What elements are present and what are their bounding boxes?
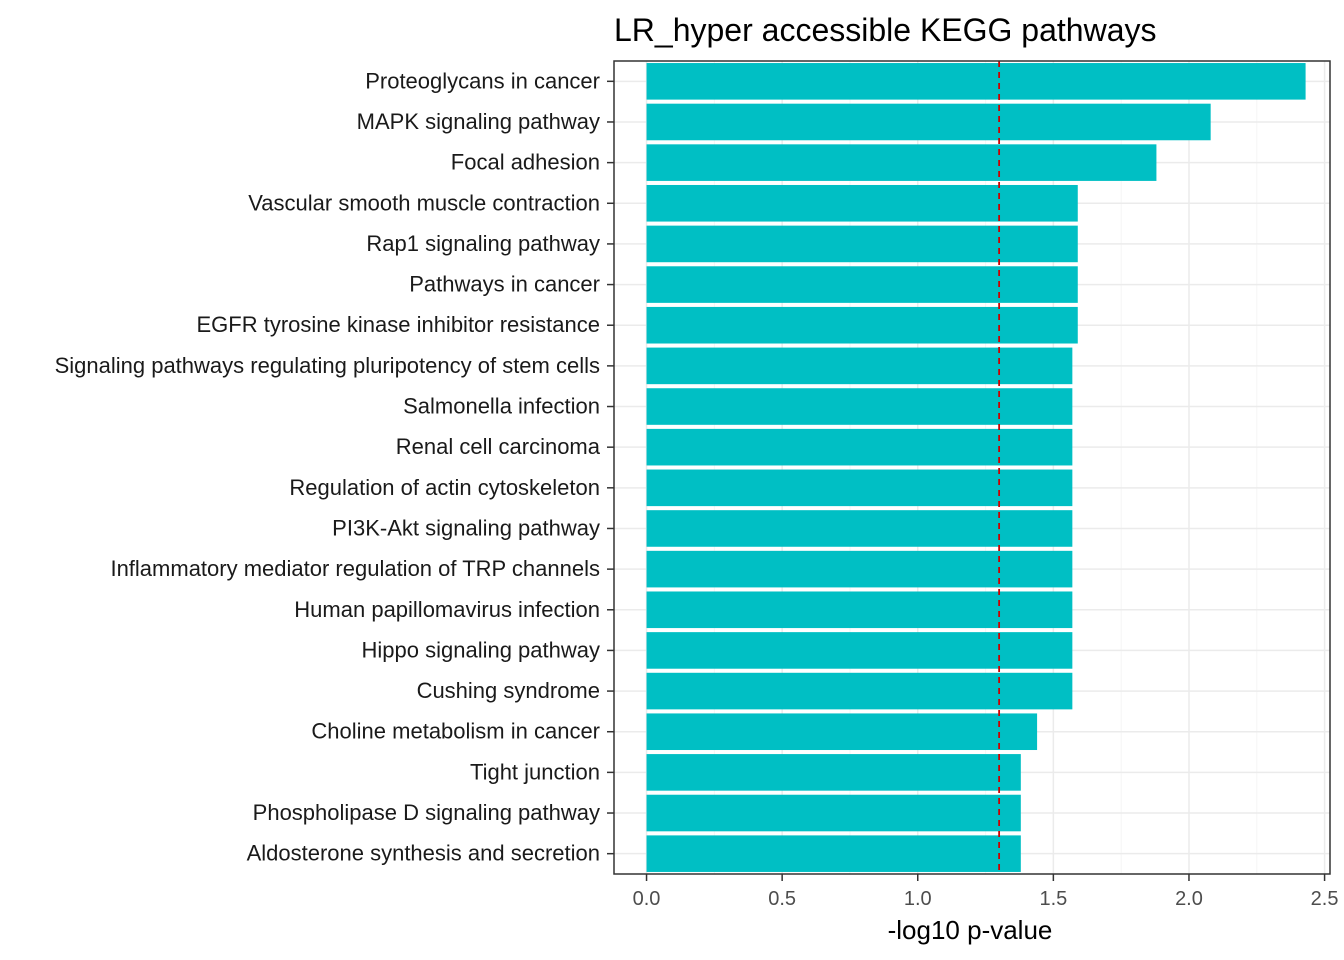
bar bbox=[646, 510, 1073, 547]
x-tick-label: 1.5 bbox=[1039, 888, 1067, 910]
bars bbox=[646, 63, 1306, 872]
y-tick-label: EGFR tyrosine kinase inhibitor resistanc… bbox=[197, 312, 601, 337]
y-tick-label: Cushing syndrome bbox=[417, 678, 600, 703]
y-tick-label: Phospholipase D signaling pathway bbox=[253, 800, 600, 825]
bar bbox=[646, 184, 1078, 222]
x-axis-title: -log10 p-value bbox=[888, 915, 1053, 945]
y-tick-label: PI3K-Akt signaling pathway bbox=[332, 515, 600, 540]
y-tick-label: Renal cell carcinoma bbox=[396, 434, 601, 459]
y-tick-label: Pathways in cancer bbox=[409, 272, 600, 297]
bar bbox=[646, 347, 1073, 385]
x-axis: 0.0 0.5 1.0 1.5 2.0 2.5 bbox=[633, 874, 1339, 910]
bar bbox=[646, 632, 1073, 669]
bar bbox=[646, 388, 1073, 425]
y-tick-label: Signaling pathways regulating pluripoten… bbox=[55, 353, 600, 378]
bar bbox=[646, 591, 1073, 629]
bar bbox=[646, 754, 1021, 791]
panel-border bbox=[613, 60, 1331, 875]
y-tick-label: Rap1 signaling pathway bbox=[366, 231, 600, 256]
bar bbox=[646, 63, 1306, 100]
x-tick-label: 0.5 bbox=[768, 888, 796, 910]
bar bbox=[646, 713, 1038, 751]
y-tick-label: Tight junction bbox=[470, 759, 600, 784]
bar bbox=[646, 428, 1073, 466]
bar bbox=[646, 469, 1073, 507]
bar bbox=[646, 225, 1078, 263]
y-tick-label: Human papillomavirus infection bbox=[294, 597, 600, 622]
bar bbox=[646, 672, 1073, 710]
bar bbox=[646, 550, 1073, 588]
y-tick-label: Hippo signaling pathway bbox=[362, 637, 601, 662]
bar bbox=[646, 306, 1078, 344]
y-tick-label: MAPK signaling pathway bbox=[357, 109, 600, 134]
bar bbox=[646, 835, 1021, 872]
x-tick-label: 0.0 bbox=[633, 888, 661, 910]
y-tick-label: Aldosterone synthesis and secretion bbox=[247, 841, 600, 866]
y-tick-label: Focal adhesion bbox=[451, 150, 600, 175]
y-tick-label: Vascular smooth muscle contraction bbox=[248, 190, 600, 215]
chart-title: LR_hyper accessible KEGG pathways bbox=[614, 12, 1156, 48]
y-axis: Proteoglycans in cancer MAPK signaling pa… bbox=[55, 68, 614, 866]
x-tick-label: 1.0 bbox=[904, 888, 932, 910]
bar bbox=[646, 266, 1078, 303]
grid bbox=[614, 61, 1330, 874]
bar bbox=[646, 794, 1021, 832]
y-tick-label: Inflammatory mediator regulation of TRP … bbox=[110, 556, 600, 581]
x-tick-label: 2.0 bbox=[1175, 888, 1203, 910]
y-tick-label: Regulation of actin cytoskeleton bbox=[289, 475, 600, 500]
bar bbox=[646, 144, 1157, 181]
y-tick-label: Salmonella infection bbox=[403, 394, 600, 419]
x-tick-label: 2.5 bbox=[1311, 888, 1339, 910]
y-tick-label: Choline metabolism in cancer bbox=[311, 719, 600, 744]
bar bbox=[646, 103, 1211, 141]
y-tick-label: Proteoglycans in cancer bbox=[365, 68, 600, 93]
